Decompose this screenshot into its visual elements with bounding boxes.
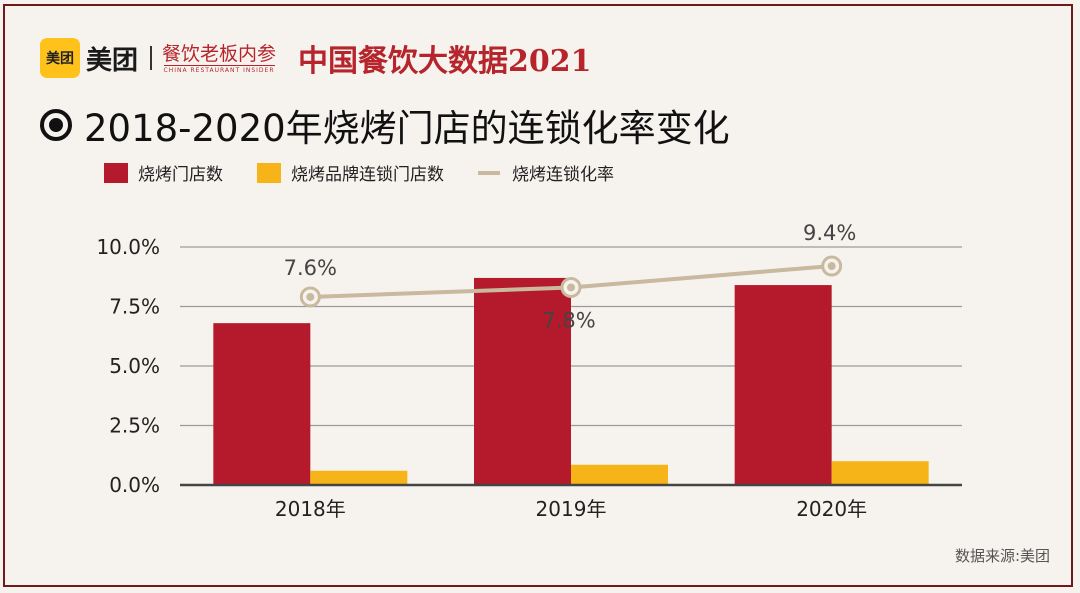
title-row: 2018-2020年烧烤门店的连锁化率变化 <box>40 98 730 152</box>
bar-chain-stores <box>310 470 408 485</box>
header-divider <box>150 46 153 70</box>
bar-stores <box>474 277 571 485</box>
logo-text: 美团 <box>46 51 74 67</box>
legend-label-chain-rate: 烧烤连锁化率 <box>512 165 614 185</box>
y-tick-label: 2.5% <box>109 414 160 438</box>
legend-item-chain-rate: 烧烤连锁化率 <box>478 160 614 185</box>
partner-subtitle: CHINA RESTAURANT INSIDER <box>163 64 275 74</box>
data-source: 数据来源:美团 <box>954 547 1050 565</box>
chain-rate-point-core <box>567 283 575 292</box>
partner-name: 餐饮老板内参 <box>162 42 277 65</box>
chain-rate-label: 7.8% <box>542 308 595 332</box>
legend-item-chain-stores: 烧烤品牌连锁门店数 <box>257 160 444 185</box>
x-tick-label: 2020年 <box>796 497 867 521</box>
y-tick-label: 5.0% <box>109 354 160 378</box>
chain-rate-point-core <box>827 262 836 271</box>
chart-title: 2018-2020年烧烤门店的连锁化率变化 <box>84 107 730 150</box>
legend-label-stores: 烧烤门店数 <box>138 165 223 185</box>
y-tick-label: 10.0% <box>96 235 160 259</box>
legend: 烧烤门店数 烧烤品牌连锁门店数 烧烤连锁化率 <box>104 160 648 185</box>
partner-logo: 餐饮老板内参 CHINA RESTAURANT INSIDER <box>162 43 276 74</box>
legend-swatch-stores <box>104 162 128 183</box>
chain-rate-label: 9.4% <box>803 221 856 245</box>
x-tick-label: 2019年 <box>536 497 607 521</box>
target-bullet-icon <box>40 109 72 141</box>
legend-label-chain-stores: 烧烤品牌连锁门店数 <box>291 165 444 185</box>
y-tick-label: 7.5% <box>109 295 160 319</box>
x-tick-label: 2018年 <box>275 497 346 521</box>
chain-rate-label: 7.6% <box>284 256 337 280</box>
legend-item-stores: 烧烤门店数 <box>104 160 223 185</box>
y-tick-label: 0.0% <box>109 473 160 497</box>
legend-swatch-chain-rate <box>478 170 500 175</box>
brand-name: 美团 <box>86 45 139 76</box>
bar-stores <box>734 285 832 485</box>
chain-rate-point-core <box>306 292 315 301</box>
bar-chain-stores <box>571 464 668 485</box>
header: 美团 美团 餐饮老板内参 CHINA RESTAURANT INSIDER 中国… <box>40 36 592 80</box>
legend-swatch-chain-stores <box>257 162 281 183</box>
meituan-logo: 美团 <box>40 38 80 78</box>
bar-stores <box>213 323 311 485</box>
bar-chain-stores <box>831 461 929 485</box>
header-title: 中国餐饮大数据2021 <box>298 44 592 79</box>
